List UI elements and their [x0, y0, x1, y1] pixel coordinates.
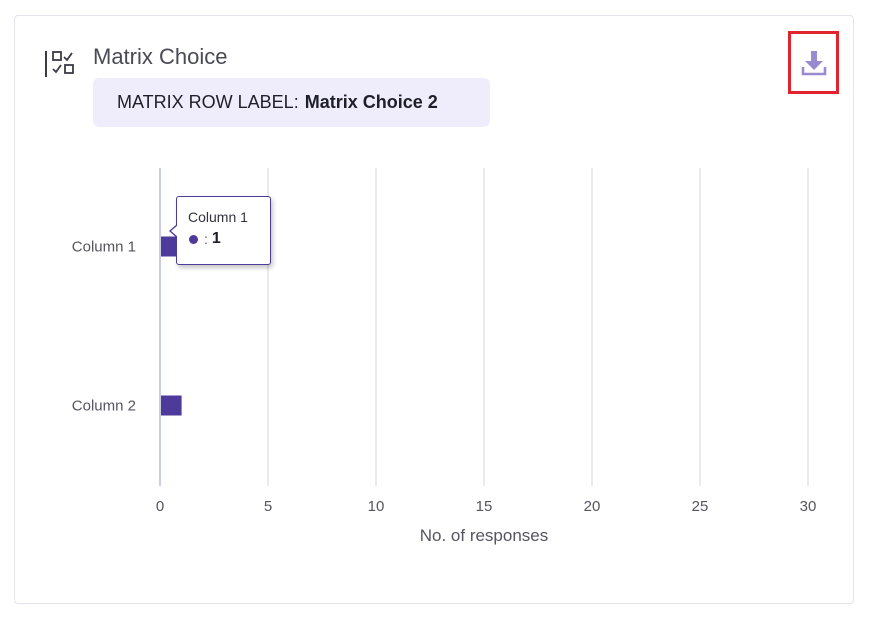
bar-tooltip: Column 1 : 1: [169, 196, 271, 265]
row-label-value: Matrix Choice 2: [304, 92, 438, 112]
x-tick-label: 20: [584, 498, 601, 515]
tooltip-series-dot: [189, 234, 198, 244]
bar: [161, 395, 182, 416]
tooltip-caret-inner: [171, 225, 178, 237]
download-button[interactable]: [788, 31, 839, 94]
x-tick-label: 5: [264, 498, 272, 515]
matrix-row-label: MATRIX ROW LABEL: Matrix Choice 2: [93, 78, 490, 127]
row-label-prefix: MATRIX ROW LABEL:: [117, 92, 299, 112]
tooltip-value: 1: [211, 230, 221, 247]
x-tick-label: 10: [368, 498, 385, 515]
matrix-choice-card: Matrix Choice MATRIX ROW LABEL: Matrix C…: [14, 15, 854, 604]
x-tick-label: 30: [800, 498, 817, 515]
download-icon: [801, 50, 826, 75]
question-title: Matrix Choice: [93, 44, 228, 69]
category-label: Column 1: [72, 239, 136, 256]
tooltip-separator: :: [204, 231, 208, 247]
tooltip-title: Column 1: [188, 209, 248, 225]
tooltip-row: : 1: [189, 230, 221, 248]
x-tick-label: 15: [476, 498, 493, 515]
category-label: Column 2: [72, 398, 136, 415]
matrix-choice-icon: [44, 49, 78, 79]
x-axis-title: No. of responses: [420, 526, 549, 545]
x-tick-label: 25: [692, 498, 709, 515]
x-tick-label: 0: [156, 498, 164, 515]
